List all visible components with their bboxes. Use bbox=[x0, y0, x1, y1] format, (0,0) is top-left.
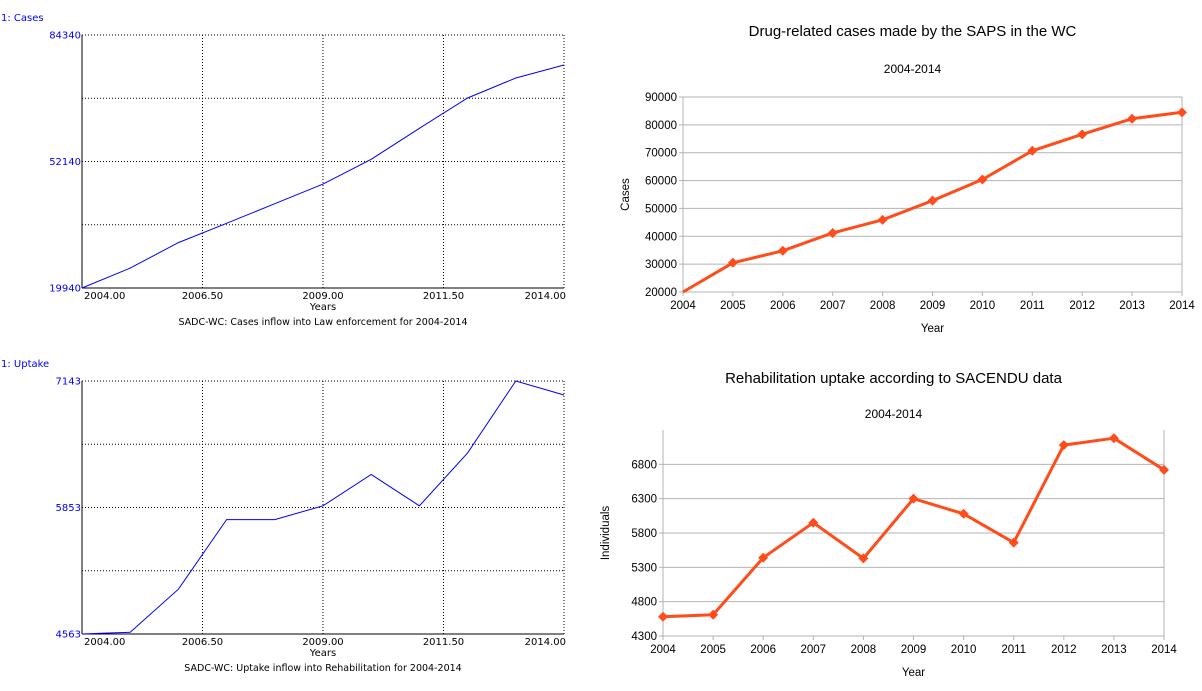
data-point bbox=[1027, 145, 1038, 156]
y-tick-label: 84340 bbox=[49, 31, 81, 42]
y-tick-label: 6800 bbox=[631, 459, 657, 471]
x-tick-label: 2004.00 bbox=[84, 291, 125, 302]
chart-subtitle: 2004-2014 bbox=[865, 407, 923, 421]
x-tick-label: 2007 bbox=[820, 300, 846, 312]
y-tick-label: 5853 bbox=[56, 503, 81, 514]
y-tick-label: 30000 bbox=[645, 259, 677, 271]
sim-cases-chart: 1: Cases 19940 52140 84340 2004.00 2006.50 200… bbox=[1, 13, 566, 328]
data-point bbox=[777, 245, 788, 256]
x-axis-label: Year bbox=[902, 667, 925, 679]
data-point bbox=[1008, 537, 1019, 548]
y-tick-label: 19940 bbox=[49, 284, 81, 295]
y-tick-label: 5800 bbox=[631, 528, 657, 540]
chart-subtitle: 2004-2014 bbox=[884, 62, 942, 76]
data-point bbox=[927, 195, 938, 206]
x-tick-label: 2008 bbox=[870, 300, 896, 312]
chart-caption: SADC-WC: Cases inflow into Law enforceme… bbox=[178, 317, 467, 328]
data-point bbox=[827, 227, 838, 238]
y-tick-label: 40000 bbox=[645, 231, 677, 243]
x-axis-label: Years bbox=[309, 648, 336, 659]
sim-uptake-chart: 1: Uptake 4563 5853 7143 2004.00 2006.50 2009.… bbox=[1, 359, 566, 674]
x-axis-label: Years bbox=[309, 302, 336, 313]
y-tick-label: 7143 bbox=[56, 377, 81, 388]
x-tick-label: 2010 bbox=[951, 644, 977, 656]
y-tick-label: 4563 bbox=[56, 630, 81, 641]
x-axis-label: Year bbox=[921, 323, 944, 335]
x-tick-label: 2011 bbox=[1020, 300, 1045, 312]
y-tick-label: 90000 bbox=[645, 92, 677, 104]
data-point bbox=[727, 257, 738, 268]
x-tick-label: 2009 bbox=[901, 644, 927, 656]
x-tick-label: 2014.00 bbox=[525, 291, 566, 302]
x-tick-label: 2005 bbox=[720, 300, 746, 312]
chart-caption: SADC-WC: Uptake inflow into Rehabilitati… bbox=[184, 663, 461, 674]
x-tick-label: 2009.00 bbox=[302, 291, 343, 302]
y-axis-label: Individuals bbox=[600, 506, 612, 561]
data-point bbox=[1108, 433, 1119, 444]
x-tick-label: 2006.50 bbox=[182, 637, 223, 648]
series-label: 1: Cases bbox=[1, 13, 44, 24]
series-label: 1: Uptake bbox=[1, 359, 49, 370]
data-point bbox=[1058, 440, 1069, 451]
y-tick-label: 80000 bbox=[645, 120, 677, 132]
y-tick-label: 20000 bbox=[645, 287, 677, 299]
data-point bbox=[1159, 464, 1169, 475]
x-tick-label: 2004 bbox=[650, 644, 676, 656]
data-point bbox=[1177, 107, 1187, 118]
x-tick-label: 2011 bbox=[1001, 644, 1026, 656]
hist-uptake-chart: Rehabilitation uptake according to SACEN… bbox=[600, 370, 1177, 679]
x-tick-label: 2004.00 bbox=[84, 637, 125, 648]
series-line bbox=[81, 380, 565, 635]
x-tick-label: 2013 bbox=[1101, 644, 1127, 656]
x-tick-label: 2014.00 bbox=[525, 637, 566, 648]
x-tick-label: 2006.50 bbox=[182, 291, 223, 302]
data-point bbox=[877, 214, 888, 225]
y-tick-label: 50000 bbox=[645, 203, 677, 215]
series-line bbox=[662, 436, 1165, 619]
y-tick-label: 5300 bbox=[631, 562, 657, 574]
data-point bbox=[658, 611, 668, 622]
x-tick-label: 2011.50 bbox=[423, 291, 464, 302]
chart-title: Rehabilitation uptake according to SACEN… bbox=[725, 370, 1063, 387]
x-tick-label: 2005 bbox=[700, 644, 726, 656]
y-tick-label: 4300 bbox=[631, 631, 657, 643]
data-point bbox=[958, 508, 969, 519]
data-point bbox=[1077, 129, 1088, 140]
x-tick-label: 2013 bbox=[1119, 300, 1145, 312]
x-tick-label: 2004 bbox=[670, 300, 696, 312]
y-axis-label: Cases bbox=[620, 178, 632, 211]
y-tick-label: 70000 bbox=[645, 148, 677, 160]
data-point bbox=[808, 517, 819, 528]
hist-cases-chart: Drug-related cases made by the SAPS in t… bbox=[620, 23, 1195, 335]
data-point bbox=[1127, 113, 1138, 124]
y-tick-label: 6300 bbox=[631, 494, 657, 506]
x-tick-label: 2008 bbox=[851, 644, 877, 656]
y-tick-label: 4800 bbox=[631, 597, 657, 609]
x-tick-label: 2014 bbox=[1169, 300, 1195, 312]
series-line bbox=[81, 64, 565, 289]
x-tick-label: 2009 bbox=[920, 300, 946, 312]
x-tick-label: 2010 bbox=[970, 300, 996, 312]
data-point bbox=[858, 553, 869, 564]
x-tick-label: 2009.00 bbox=[302, 637, 343, 648]
data-point bbox=[908, 493, 919, 504]
x-tick-label: 2012 bbox=[1051, 644, 1077, 656]
y-tick-label: 52140 bbox=[49, 157, 81, 168]
data-point bbox=[708, 609, 719, 620]
x-tick-label: 2007 bbox=[801, 644, 827, 656]
x-tick-label: 2006 bbox=[750, 644, 776, 656]
data-point bbox=[977, 174, 988, 185]
x-tick-label: 2014 bbox=[1151, 644, 1177, 656]
x-tick-label: 2011.50 bbox=[423, 637, 464, 648]
chart-title: Drug-related cases made by the SAPS in t… bbox=[749, 23, 1077, 40]
x-tick-label: 2012 bbox=[1069, 300, 1095, 312]
x-tick-label: 2006 bbox=[770, 300, 796, 312]
data-point bbox=[758, 552, 769, 563]
y-tick-label: 60000 bbox=[645, 176, 677, 188]
